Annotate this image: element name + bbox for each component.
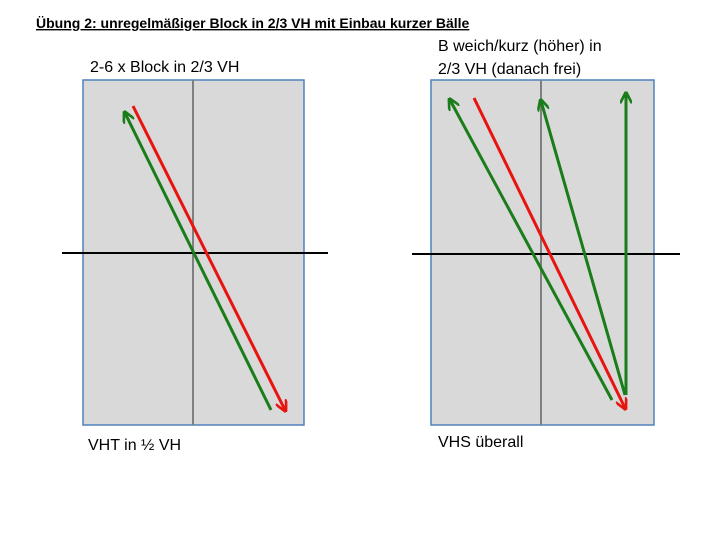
red-arrow xyxy=(472,97,625,408)
court-label: B weich/kurz (höher) in xyxy=(438,38,602,55)
green-arrow xyxy=(450,100,614,401)
green-arrow xyxy=(125,113,273,411)
court-label: VHS überall xyxy=(438,434,523,451)
red-arrow xyxy=(131,105,285,410)
court-label: 2/3 VH (danach frei) xyxy=(438,61,581,78)
court-label: 2-6 x Block in 2/3 VH xyxy=(90,59,239,76)
green-arrow xyxy=(541,101,627,396)
slide-title: Übung 2: unregelmäßiger Block in 2/3 VH … xyxy=(36,15,470,31)
court-label: VHT in ½ VH xyxy=(88,437,181,454)
court xyxy=(430,79,655,426)
